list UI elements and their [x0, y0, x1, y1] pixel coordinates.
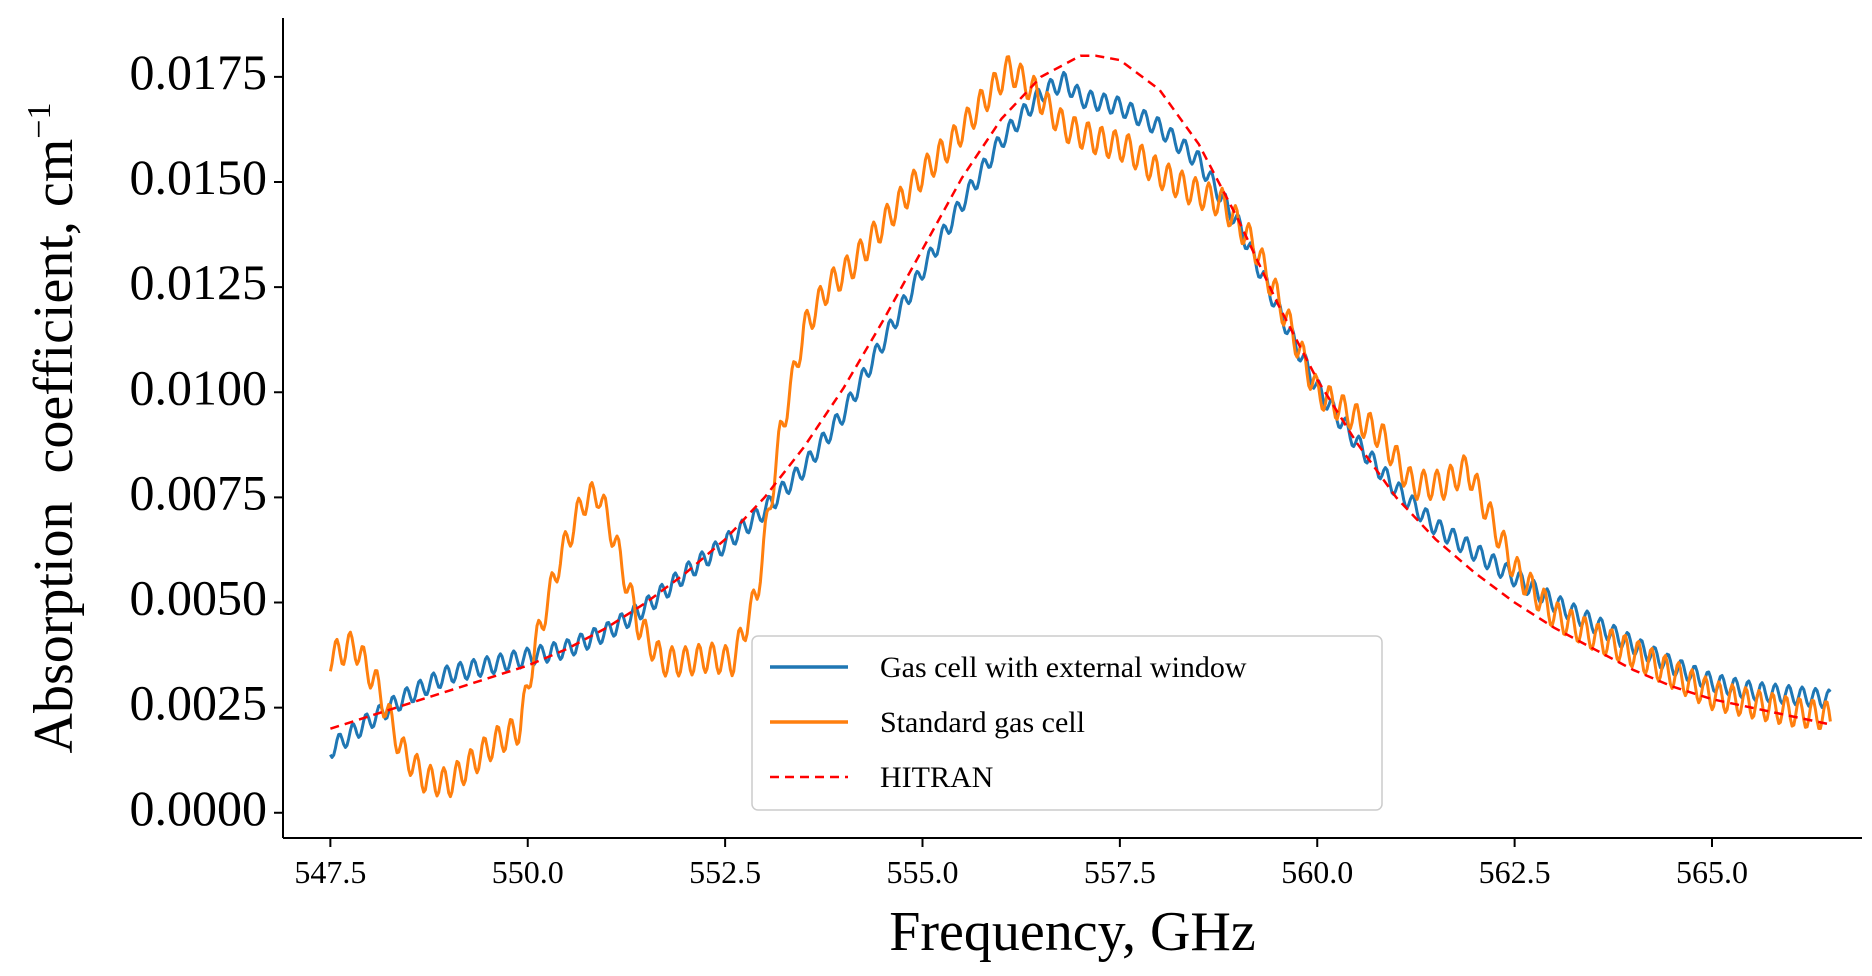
x-tick-label: 547.5 [294, 854, 366, 890]
x-tick-label: 552.5 [689, 854, 761, 890]
y-axis-label: Absorption coefficient, cm−1 [21, 103, 85, 754]
y-axis-label-text: Absorption coefficient, cm [23, 139, 85, 754]
x-tick-label: 562.5 [1479, 854, 1551, 890]
y-tick-label: 0.0000 [130, 780, 268, 836]
x-tick-label: 555.0 [886, 854, 958, 890]
series-line-2 [328, 55, 1832, 799]
series-line-3 [330, 54, 1831, 730]
legend: Gas cell with external window Standard ga… [751, 635, 1383, 811]
y-tick-label: 0.0050 [130, 570, 268, 626]
legend-label-2: Standard gas cell [880, 706, 1085, 739]
x-ticks: 547.5 550.0 552.5 555.0 557.5 560.0 562.5 565.0 [294, 838, 1748, 890]
legend-label-3: HITRAN [880, 761, 993, 794]
series-layer [328, 54, 1832, 799]
axes [282, 18, 1862, 839]
y-axis-label-superscript: −1 [21, 103, 58, 139]
y-tick-label: 0.0100 [130, 359, 268, 415]
series-line-1 [329, 70, 1832, 759]
legend-label-1: Gas cell with external window [880, 651, 1247, 684]
legend-frame [751, 635, 1383, 811]
y-tick-label: 0.0125 [130, 254, 268, 310]
y-tick-label: 0.0075 [130, 464, 268, 520]
y-tick-label: 0.0175 [130, 44, 268, 100]
x-tick-label: 560.0 [1281, 854, 1353, 890]
x-axis-label: Frequency, GHz [889, 901, 1255, 963]
x-tick-label: 557.5 [1084, 854, 1156, 890]
x-tick-label: 565.0 [1676, 854, 1748, 890]
y-tick-label: 0.0025 [130, 675, 268, 731]
x-tick-label: 550.0 [492, 854, 564, 890]
y-ticks: 0.0000 0.0025 0.0050 0.0075 0.0100 0.0125 0.01… [130, 44, 283, 836]
y-tick-label: 0.0150 [130, 149, 268, 205]
